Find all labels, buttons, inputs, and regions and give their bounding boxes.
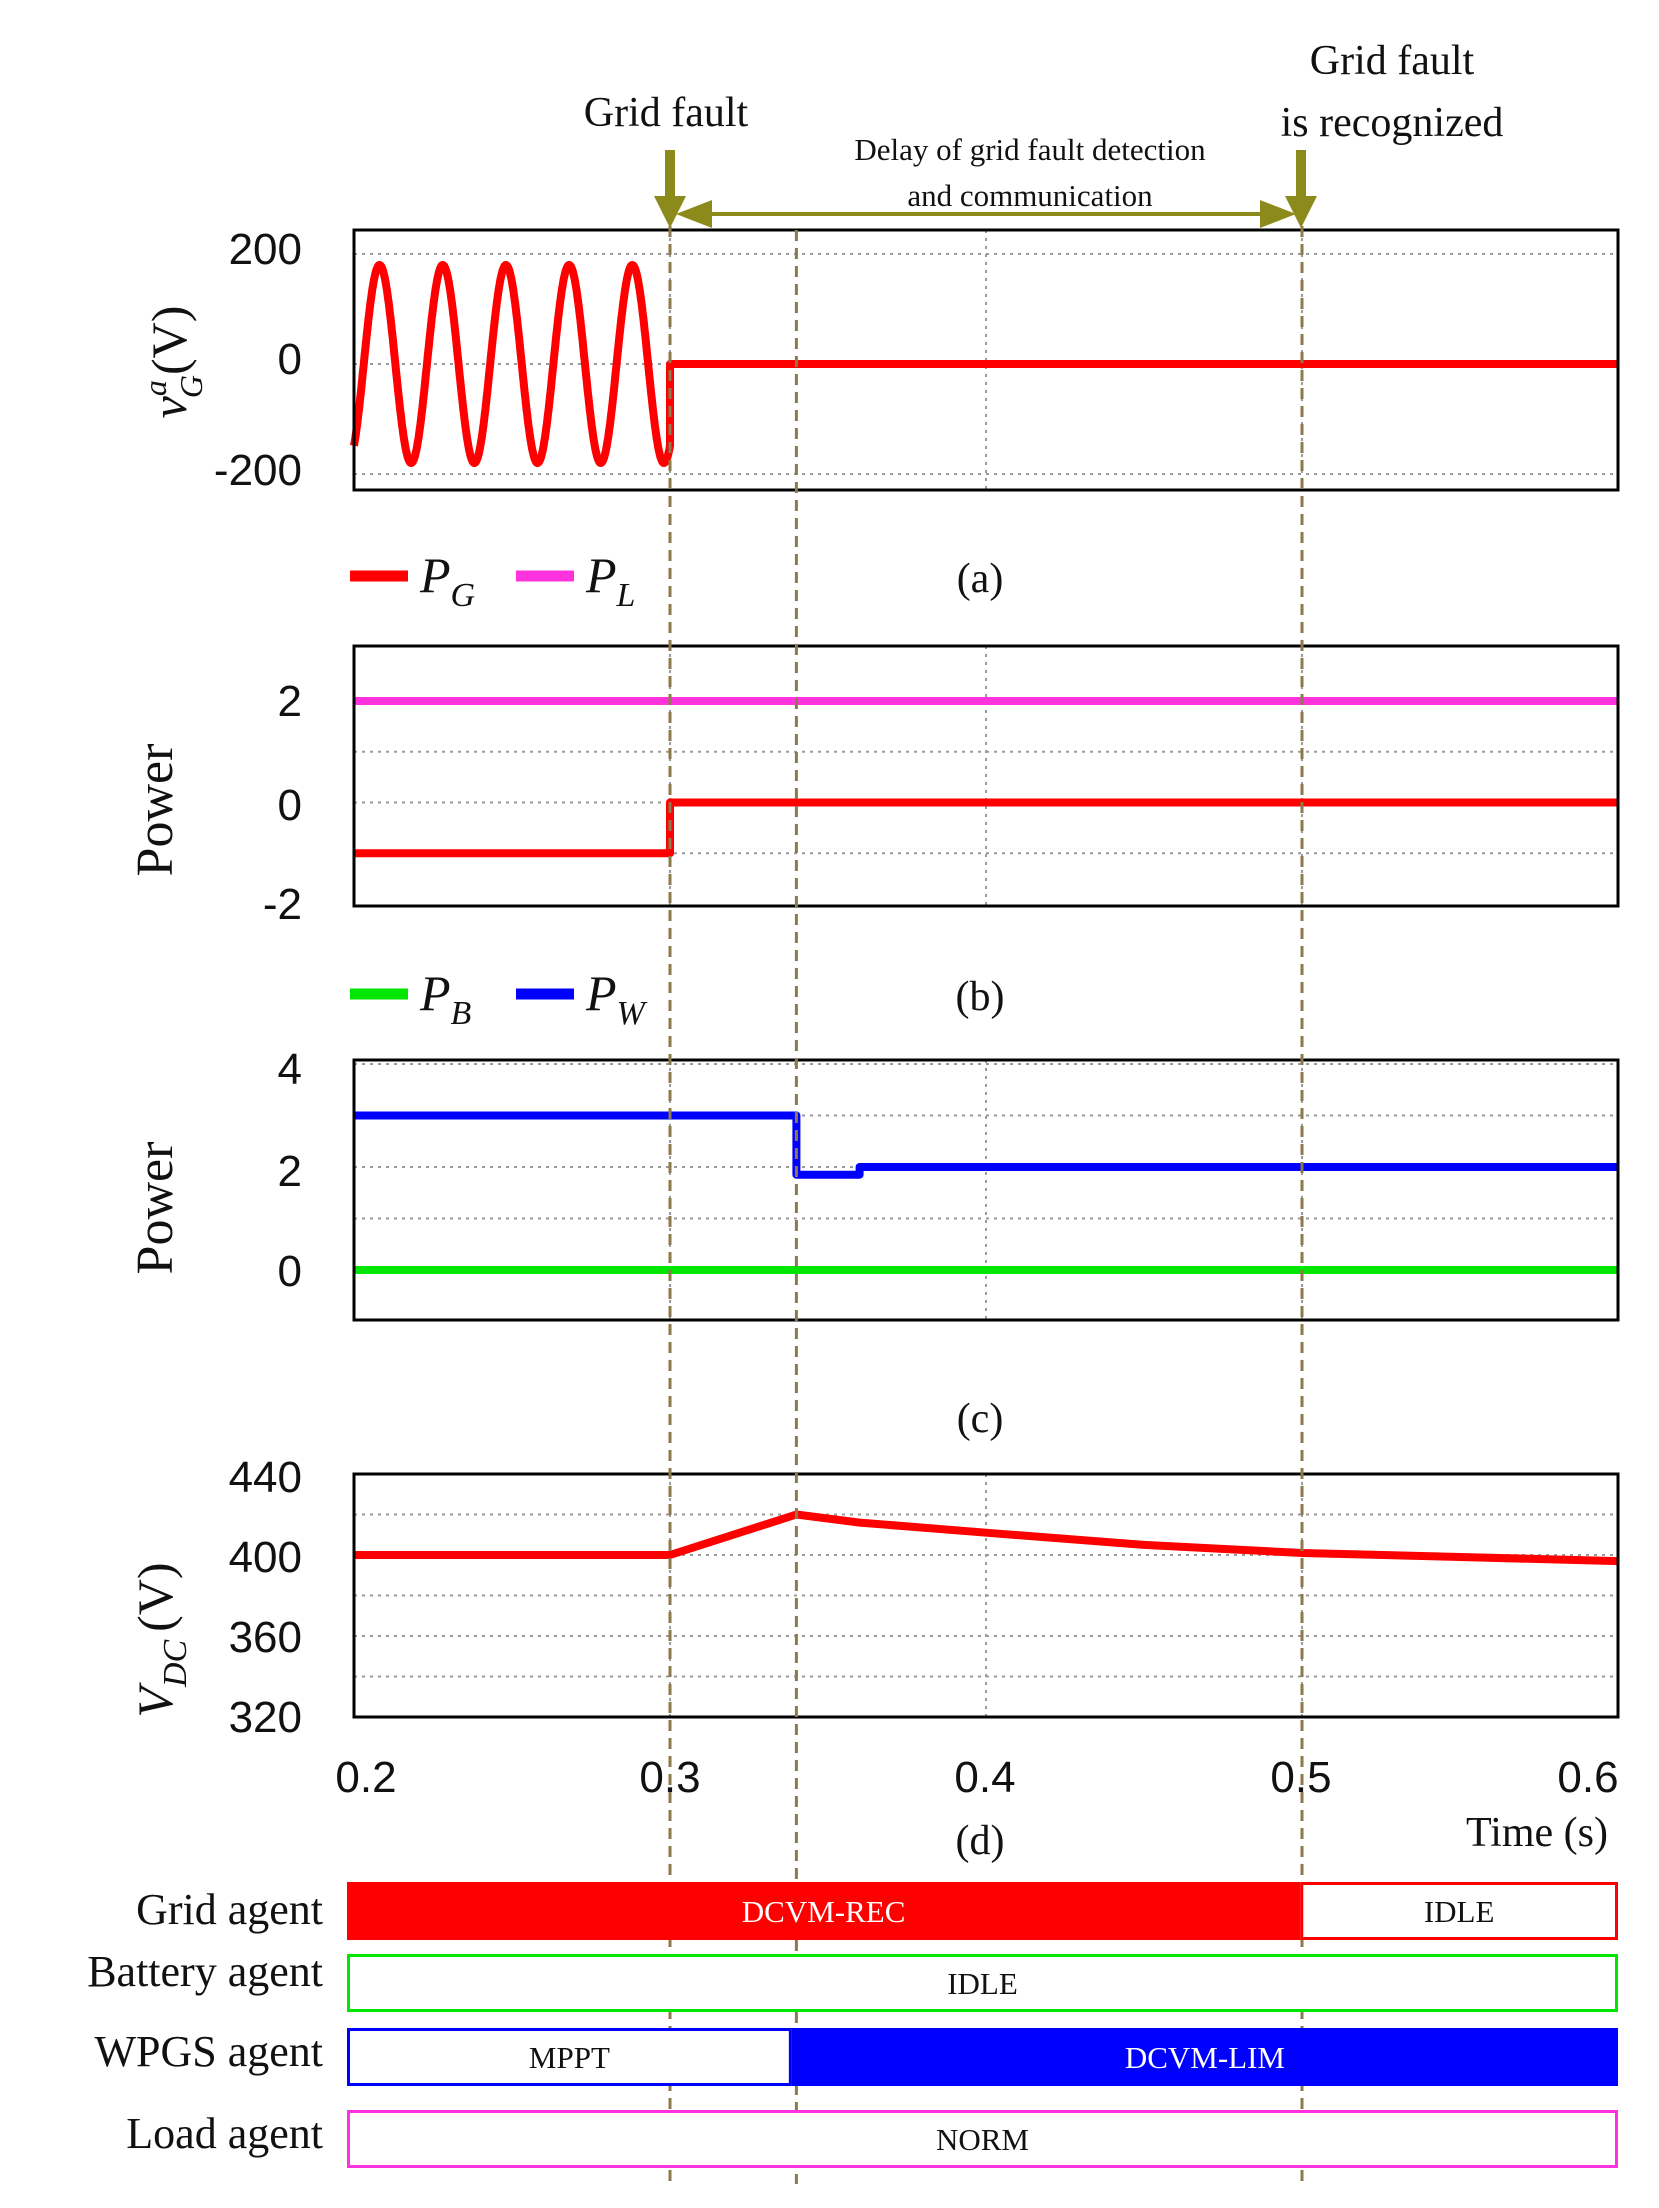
panel-c-ylabel: Power: [127, 1142, 184, 1275]
panel-d-ylabel: VDC(V): [127, 1562, 194, 1717]
panel-c-ytick-1: 2: [278, 1147, 302, 1196]
panel-d-xtick-0: 0.2: [335, 1753, 396, 1802]
panel-d-ytick-2: 360: [229, 1613, 302, 1662]
panel-b-frame: [352, 644, 1620, 908]
legend-pb-label: PB: [419, 965, 472, 1032]
legend-pg-label: PG: [419, 547, 475, 614]
panel-a-caption: (a): [957, 556, 1004, 602]
panel-a-ytick-2: -200: [214, 446, 302, 495]
panel-d-ytick-3: 320: [229, 1693, 302, 1742]
panel-d-ytick-0: 440: [229, 1453, 302, 1502]
panel-a-frame: [352, 228, 1620, 492]
agent-states: Grid agent Battery agent WPGS agent Load…: [87, 1882, 1618, 2168]
panel-d-plot: [352, 1472, 1620, 1719]
fault-arrow: [654, 150, 686, 228]
panel-d-xtick-4: 0.6: [1557, 1753, 1618, 1802]
panel-d-caption: (d): [956, 1818, 1005, 1864]
agent-1-segment-0: [347, 1954, 1618, 2012]
panel-d-series-vdc: [354, 1510, 1619, 1566]
panel-c-caption: (c): [957, 1396, 1004, 1442]
delay-annotation-line1: Delay of grid fault detection: [854, 132, 1206, 167]
agent-3-segment-0: [347, 2110, 1618, 2168]
agent-label-wpgs: WPGS agent: [94, 2027, 323, 2076]
legend-pl-label: PL: [585, 547, 635, 614]
panel-a-series-vga: [350, 261, 1618, 467]
legend-b: PG PL: [350, 547, 635, 614]
panel-a-ylabel: vaG(V): [137, 306, 209, 419]
panel-a-ytick-1: 0: [278, 335, 302, 384]
panel-d-frame: [352, 1472, 1620, 1719]
panel-c-plot: [352, 1058, 1620, 1322]
panel-d-xtick-3: 0.5: [1270, 1753, 1331, 1802]
grid-fault-recognized-line1: Grid fault: [1310, 38, 1475, 84]
grid-fault-annotation: Grid fault: [584, 90, 749, 136]
agent-2-state-label-0: MPPT: [529, 2040, 610, 2075]
panel-d-xtick-1: 0.3: [639, 1753, 700, 1802]
panel-d-ytick-1: 400: [229, 1533, 302, 1582]
agent-label-battery: Battery agent: [87, 1947, 323, 1996]
panel-d: 440 400 360 320 VDC(V) 0.2 0.3 0.4 0.5 0…: [127, 1453, 1619, 1864]
agent-2-segment-0: [347, 2028, 792, 2086]
agent-2-segment-1: [791, 2028, 1618, 2086]
agent-0-state-label-0: DCVM-REC: [742, 1894, 906, 1929]
panel-b-ytick-1: 0: [278, 781, 302, 830]
agent-2-state-label-1: DCVM-LIM: [1125, 2040, 1285, 2075]
panel-c: 4 2 0 Power (c): [127, 1045, 1003, 1442]
panel-b-ylabel: Power: [127, 744, 184, 877]
delay-double-arrow: [676, 200, 1296, 228]
panel-c-frame: [352, 1058, 1620, 1322]
panel-b: 2 0 -2 Power (b): [127, 677, 1004, 1020]
panel-a-ytick-0: 200: [229, 225, 302, 274]
panel-a-plot: [350, 228, 1620, 492]
agent-label-grid: Grid agent: [136, 1885, 323, 1934]
legend-pw-label: PW: [585, 965, 648, 1032]
panel-c-ytick-2: 0: [278, 1247, 302, 1296]
agent-label-load: Load agent: [126, 2109, 323, 2158]
recognized-arrow: [1285, 150, 1317, 228]
panel-c-ytick-0: 4: [278, 1045, 302, 1094]
panel-b-series-pg: [354, 798, 1618, 858]
grid-fault-recognized-line2: is recognized: [1281, 100, 1504, 146]
panel-b-caption: (b): [956, 974, 1005, 1020]
panel-c-series-pw: [354, 1111, 1618, 1179]
agent-0-segment-0: [347, 1882, 1301, 1940]
panel-d-xlabel: Time (s): [1466, 1810, 1608, 1856]
panel-a: 200 0 -200 vaG(V) (a): [137, 225, 1003, 602]
agent-0-segment-1: [1300, 1882, 1618, 1940]
panel-d-xtick-2: 0.4: [954, 1753, 1015, 1802]
agent-0-state-label-1: IDLE: [1424, 1894, 1495, 1929]
delay-annotation-line2: and communication: [907, 178, 1153, 213]
panel-b-ytick-2: -2: [263, 880, 302, 929]
agent-1-state-label-0: IDLE: [947, 1966, 1018, 2001]
agent-3-state-label-0: NORM: [936, 2122, 1029, 2157]
legend-c: PB PW: [350, 965, 648, 1032]
panel-b-plot: [352, 644, 1620, 908]
panel-b-ytick-0: 2: [278, 677, 302, 726]
